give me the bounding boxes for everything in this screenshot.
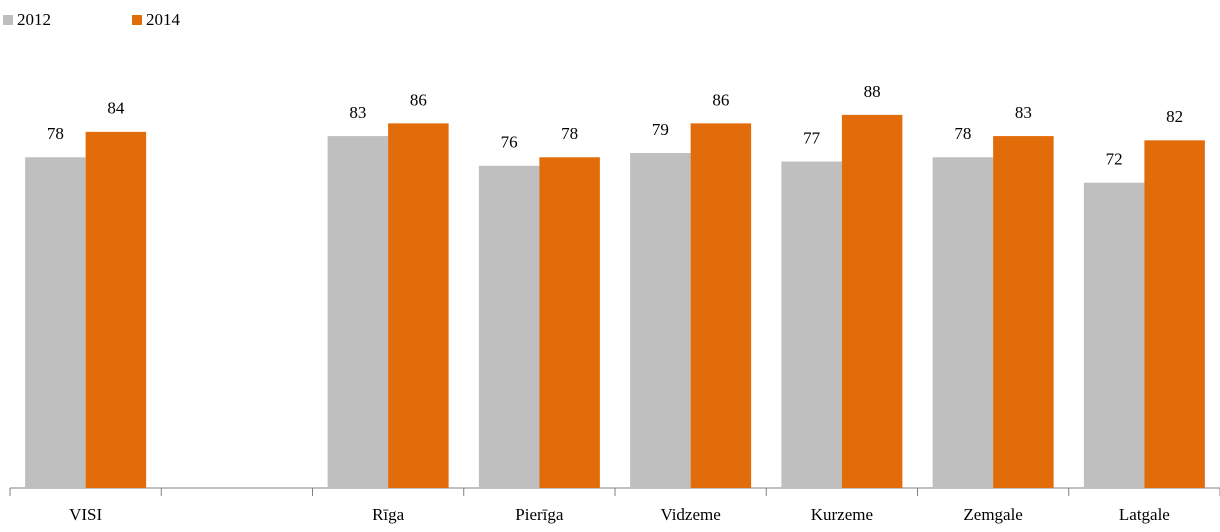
bar — [327, 136, 389, 488]
data-label: 88 — [864, 82, 881, 101]
data-label: 78 — [954, 124, 971, 143]
data-label: 82 — [1166, 107, 1183, 126]
bar — [690, 123, 752, 489]
bar — [932, 157, 994, 488]
data-label: 83 — [1015, 103, 1032, 122]
data-label: 79 — [652, 120, 669, 139]
x-tick-label: Latgale — [1119, 505, 1170, 524]
bar — [1144, 140, 1205, 488]
data-label: 78 — [47, 124, 64, 143]
bar — [388, 123, 449, 489]
legend-label: 2012 — [17, 10, 51, 29]
legend-swatch — [132, 15, 142, 25]
data-label: 78 — [561, 124, 578, 143]
bar — [993, 136, 1054, 488]
bar — [781, 161, 842, 488]
x-tick-label: Rīga — [372, 505, 405, 524]
data-label: 86 — [712, 90, 729, 109]
data-label: 83 — [349, 103, 366, 122]
data-label: 76 — [501, 133, 518, 152]
x-tick-label: Kurzeme — [811, 505, 873, 524]
bar — [478, 165, 540, 488]
legend-swatch — [3, 15, 13, 25]
data-label: 84 — [107, 99, 125, 118]
x-tick-label: VISI — [69, 505, 102, 524]
data-label: 72 — [1106, 150, 1123, 169]
bar — [630, 153, 691, 489]
x-tick-label: Vidzeme — [660, 505, 720, 524]
legend-label: 2014 — [146, 10, 181, 29]
bar — [1083, 182, 1145, 488]
bar — [841, 114, 903, 488]
data-label: 77 — [803, 128, 821, 147]
x-tick-label: Pierīga — [515, 505, 564, 524]
data-label: 86 — [410, 90, 427, 109]
bar — [25, 157, 86, 488]
x-tick-label: Zemgale — [963, 505, 1022, 524]
bar — [85, 131, 147, 488]
bar — [539, 157, 600, 488]
